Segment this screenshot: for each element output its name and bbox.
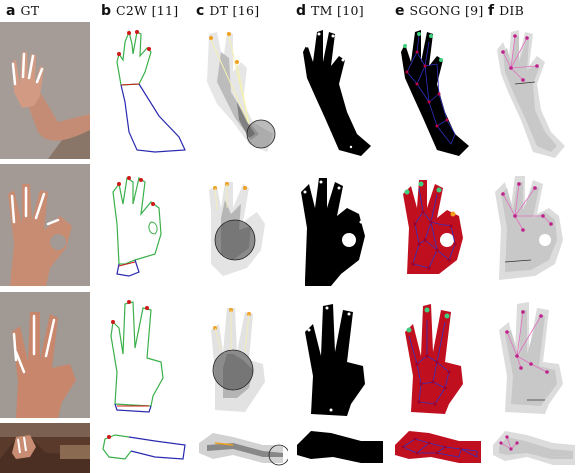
c2w-row4 [95,423,190,473]
hand-photo [0,423,90,473]
gt-photo-row1 [0,22,90,159]
sgong-graph [395,431,481,463]
sgong-row4 [389,423,484,473]
header-letter: e [395,3,405,19]
sgong-row3 [389,292,484,418]
distance-transform [207,32,276,152]
dib-skeleton [493,431,575,465]
header-title: TM [10] [311,3,364,18]
sgong-row1 [389,22,484,159]
header-letter: c [196,3,205,19]
hand-contour [112,176,162,277]
header-letter: a [6,3,16,19]
tm-row3 [291,292,386,418]
hand-photo [0,164,90,286]
template-mask [297,431,383,463]
dt-row4 [193,423,288,473]
header-c: c DT [16] [196,3,259,21]
sgong-graph [405,304,463,414]
header-d: d TM [10] [296,3,364,21]
dt-row1 [193,22,288,159]
dt-row2 [193,164,288,286]
header-letter: d [296,3,307,19]
gt-photo-row3 [0,292,90,418]
tm-row1 [291,22,386,159]
header-a: a GT [6,3,39,21]
dib-skeleton [499,302,563,414]
hand-photo [0,22,90,159]
c2w-row3 [95,292,190,418]
gt-photo-row2 [0,164,90,286]
header-b: b C2W [11] [101,3,178,21]
header-title: SGONG [9] [409,3,484,18]
template-mask [305,304,365,416]
dib-skeleton [497,30,565,158]
header-title: C2W [11] [116,3,179,18]
distance-transform [209,182,265,276]
distance-transform [199,433,288,466]
sgong-row2 [389,164,484,286]
hand-contour [110,300,164,413]
dib-row4 [487,423,577,473]
gt-photo-row4 [0,423,90,473]
dib-skeleton [495,176,563,280]
header-letter: f [488,3,495,19]
header-f: f DIB [488,3,524,21]
tm-row2 [291,164,386,286]
header-title: DT [16] [209,3,260,18]
c2w-row2 [95,164,190,286]
dib-row3 [487,292,577,418]
dib-row2 [487,164,577,286]
sgong-graph [403,180,463,274]
header-title: GT [20,3,40,18]
template-mask [303,30,371,156]
c2w-row1 [95,22,190,159]
header-e: e SGONG [9] [395,3,484,21]
tm-row4 [291,423,386,473]
distance-transform [211,308,265,412]
hand-contour [102,434,186,460]
template-mask [301,178,365,286]
hand-contour [116,30,186,153]
dib-row1 [487,22,577,159]
sgong-graph [401,30,469,156]
dt-row3 [193,292,288,418]
header-letter: b [101,3,112,19]
hand-photo [0,292,90,418]
header-title: DIB [499,3,525,18]
